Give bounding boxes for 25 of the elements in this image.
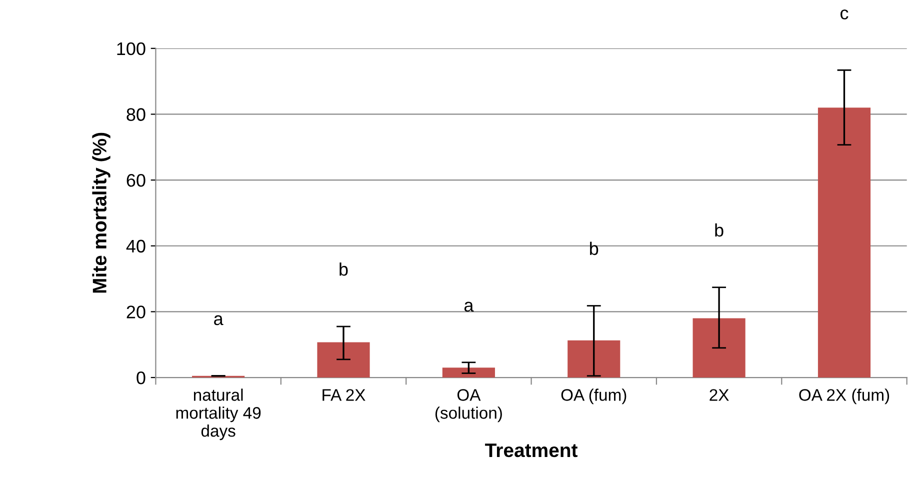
y-tick-label: 40 — [126, 240, 146, 253]
text: c — [840, 10, 848, 20]
annotation: b — [590, 242, 598, 256]
bar — [442, 368, 495, 378]
y-tick-label: 100 — [117, 42, 146, 56]
bar — [317, 342, 370, 378]
bar — [568, 340, 620, 378]
bar — [692, 318, 746, 378]
annotation: b — [340, 262, 348, 276]
x-tick-label: OA (solution) — [435, 389, 502, 422]
y-tick-label: 0 — [136, 371, 146, 384]
bar — [818, 108, 871, 378]
y-axis-title: Mite mortality (%) — [92, 132, 110, 293]
x-tick-label: OA 2X (fum) — [799, 388, 890, 404]
y-tick-label: 60 — [126, 174, 146, 187]
annotation: a — [464, 302, 474, 312]
x-tick-label: FA 2X — [322, 389, 366, 401]
annotation: a — [214, 315, 224, 326]
y-tick-label: 20 — [126, 306, 146, 318]
x-tick-label: 2X — [710, 389, 729, 401]
x-tick-label: OA (fum) — [561, 388, 626, 404]
y-tick-label: 80 — [126, 108, 146, 121]
x-tick-label: natural mortality 49 days — [176, 388, 261, 440]
annotation: b — [715, 223, 724, 237]
x-axis-title: Treatment — [485, 444, 578, 458]
